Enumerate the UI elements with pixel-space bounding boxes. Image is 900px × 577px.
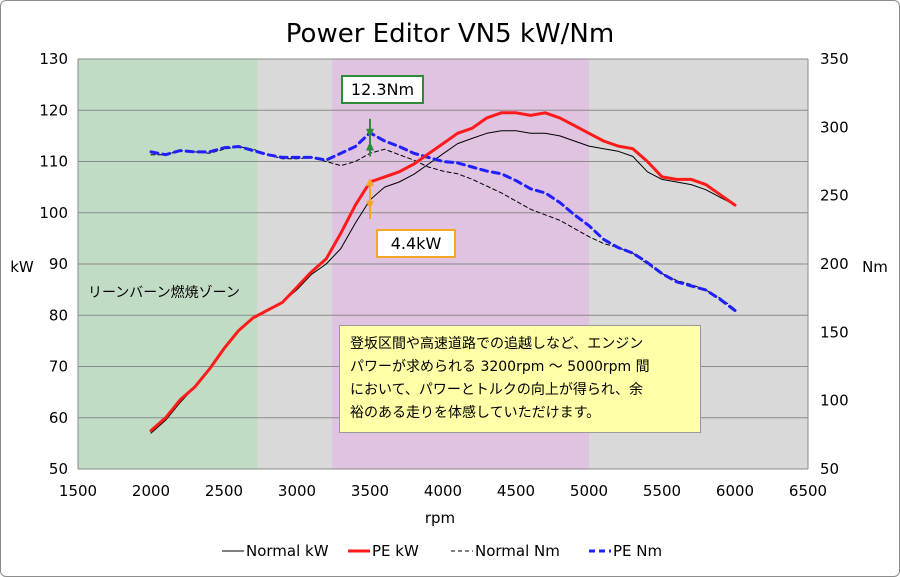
- x-tick-label: 6500: [789, 482, 827, 500]
- y-tick-label: 80: [49, 306, 68, 324]
- power-gain-callout: 4.4kW: [376, 229, 456, 258]
- y-tick-label: 50: [49, 460, 68, 478]
- torque-gain-arrowhead-up: [366, 141, 374, 151]
- y-tick-label: 100: [39, 204, 68, 222]
- x-tick-label: 5000: [570, 482, 608, 500]
- lean-burn-zone-label: リーンバーン燃焼ゾーン: [88, 284, 240, 301]
- x-tick-label: 2000: [132, 482, 170, 500]
- x-tick-label: 4500: [497, 482, 535, 500]
- chart-title: Power Editor VN5 kW/Nm: [286, 19, 614, 49]
- y-tick-label: 130: [39, 50, 68, 68]
- x-tick-label: 3500: [351, 482, 389, 500]
- y2-tick-label: 100: [820, 392, 849, 410]
- legend-label: Normal kW: [246, 542, 329, 560]
- x-tick-label: 5500: [643, 482, 681, 500]
- y2-tick-label: 250: [820, 187, 849, 205]
- y2-axis-label: Nm: [862, 258, 888, 276]
- y-axis-label: kW: [10, 258, 34, 276]
- note-line: 裕のある走りを体感していただけます。: [350, 405, 601, 421]
- y-tick-label: 120: [39, 101, 68, 119]
- series-line-pe-nm: [149, 131, 737, 312]
- legend: Normal kW PE kW Normal Nm PE Nm: [222, 542, 662, 560]
- note-line: において、パワーとトルクの向上が得られ、余: [350, 382, 644, 398]
- note-line: パワーが求められる 3200rpm ～ 5000rpm 間: [350, 359, 650, 375]
- power-gain-arrowhead-down: [366, 201, 374, 210]
- x-tick-label: 3000: [278, 482, 316, 500]
- power-gain-arrowhead-up: [366, 178, 374, 186]
- y2-tick-label: 200: [820, 255, 849, 273]
- x-tick-label: 4000: [424, 482, 462, 500]
- y2-tick-label: 150: [820, 323, 849, 341]
- y-tick-label: 90: [49, 255, 68, 273]
- y-tick-label: 110: [39, 153, 68, 171]
- y2-tick-label: 300: [820, 118, 849, 136]
- description-note: 登坂区間や高速道路での追越しなど、エンジン パワーが求められる 3200rpm …: [339, 325, 701, 433]
- torque-gain-callout: 12.3Nm: [341, 75, 424, 104]
- x-axis-label: rpm: [425, 509, 455, 527]
- torque-gain-arrowhead-down: [366, 128, 374, 138]
- y2-tick-label: 50: [820, 460, 839, 478]
- note-line: 登坂区間や高速道路での追越しなど、エンジン: [350, 336, 644, 352]
- x-tick-label: 2500: [205, 482, 243, 500]
- y-tick-label: 60: [49, 409, 68, 427]
- x-tick-label: 6000: [716, 482, 754, 500]
- series-line-pe-kw: [149, 111, 737, 433]
- x-tick-label: 1500: [59, 482, 97, 500]
- y2-tick-label: 350: [820, 50, 849, 68]
- legend-label: PE kW: [372, 542, 419, 560]
- legend-label: Normal Nm: [475, 542, 560, 560]
- legend-label: PE Nm: [613, 542, 662, 560]
- y-tick-label: 70: [49, 358, 68, 376]
